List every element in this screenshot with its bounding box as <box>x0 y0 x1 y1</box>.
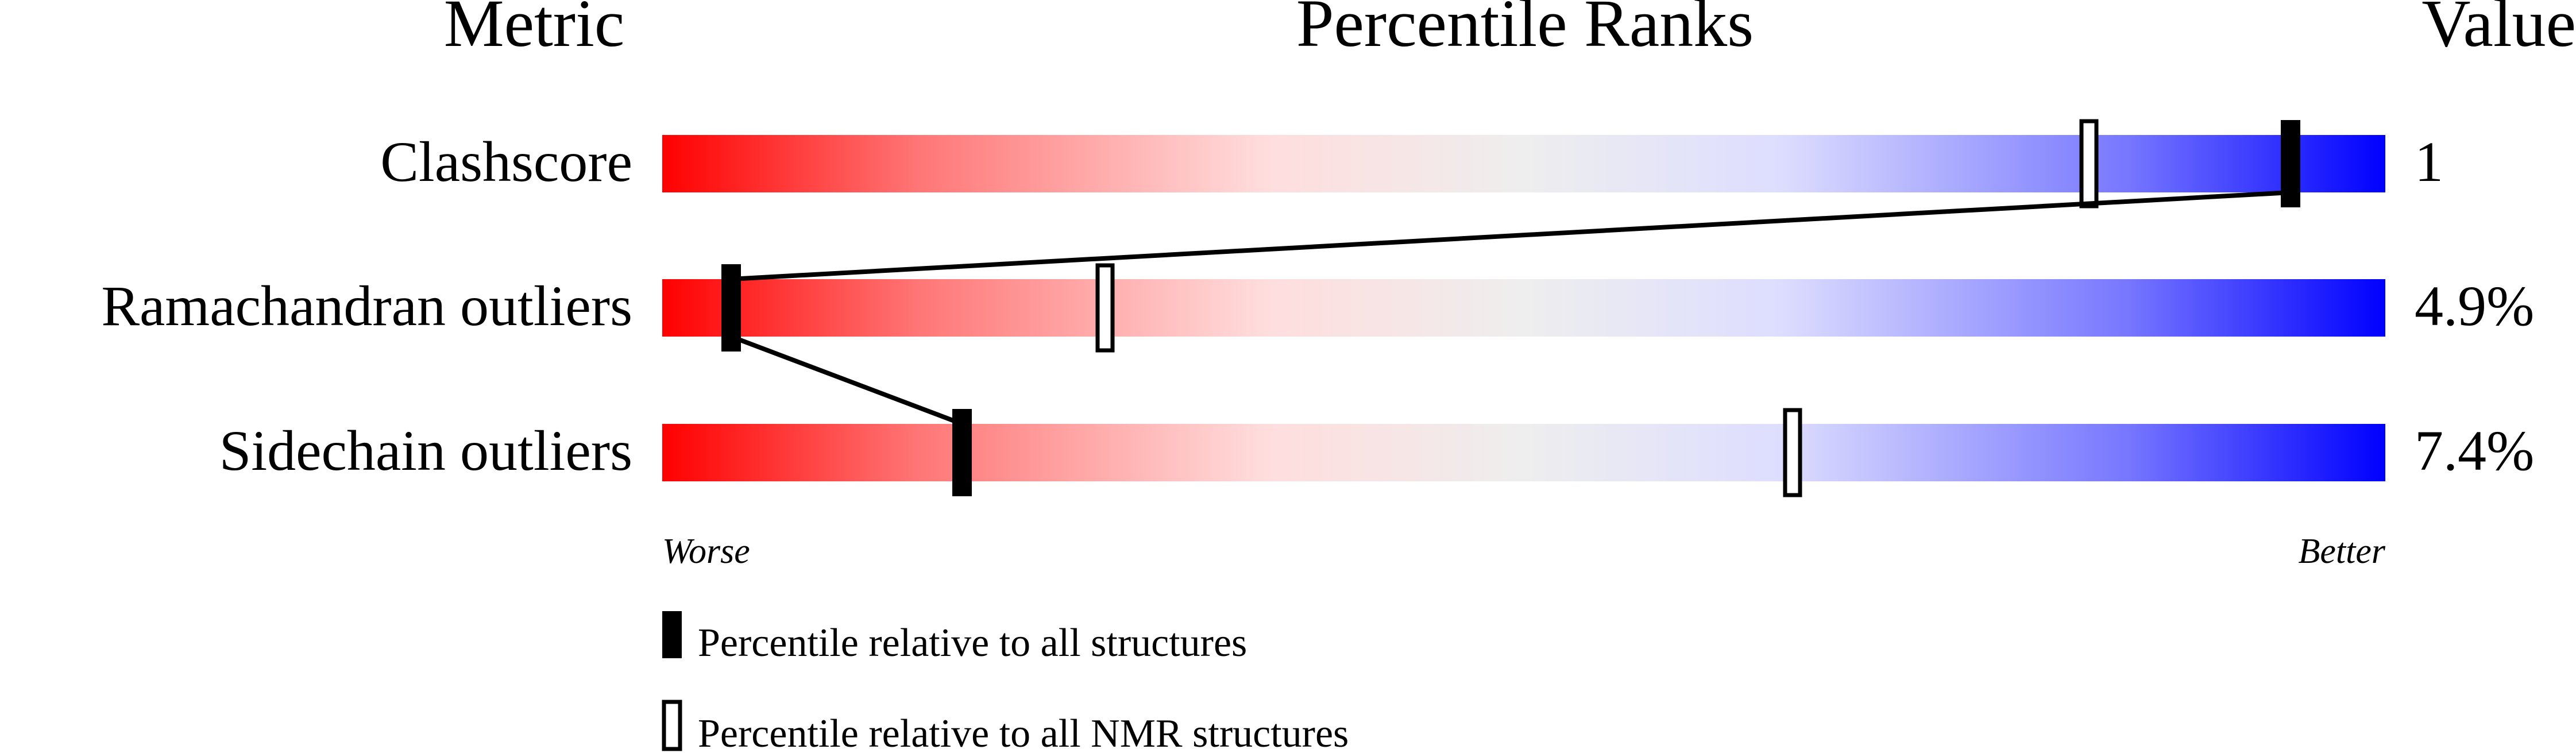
header-metric: Metric <box>444 0 625 61</box>
nmr-percentile-marker <box>2079 119 2099 208</box>
nmr-percentile-marker <box>1783 408 1802 497</box>
percentile-bar <box>662 135 2385 192</box>
metric-label: Sidechain outliers <box>219 419 632 482</box>
worse-label: Worse <box>662 532 750 571</box>
better-label: Better <box>2299 532 2386 571</box>
percentile-bar <box>662 279 2385 337</box>
header-value: Value <box>2421 0 2576 61</box>
metric-label: Clashscore <box>380 130 632 194</box>
percentile-bar <box>662 424 2385 481</box>
metric-label: Ramachandran outliers <box>101 274 632 338</box>
legend-filled-marker <box>662 611 682 658</box>
legend-label-all: Percentile relative to all structures <box>698 621 1247 665</box>
header-percentile-ranks: Percentile Ranks <box>1296 0 1754 61</box>
metric-value: 4.9% <box>2415 274 2534 338</box>
connector-line <box>731 190 2291 281</box>
nmr-percentile-marker <box>1095 263 1115 353</box>
legend-hollow-marker <box>662 700 682 751</box>
connector-line <box>730 334 963 426</box>
metric-value: 1 <box>2415 130 2443 194</box>
metric-value: 7.4% <box>2415 419 2534 482</box>
legend-label-nmr: Percentile relative to all NMR structure… <box>698 712 1349 753</box>
